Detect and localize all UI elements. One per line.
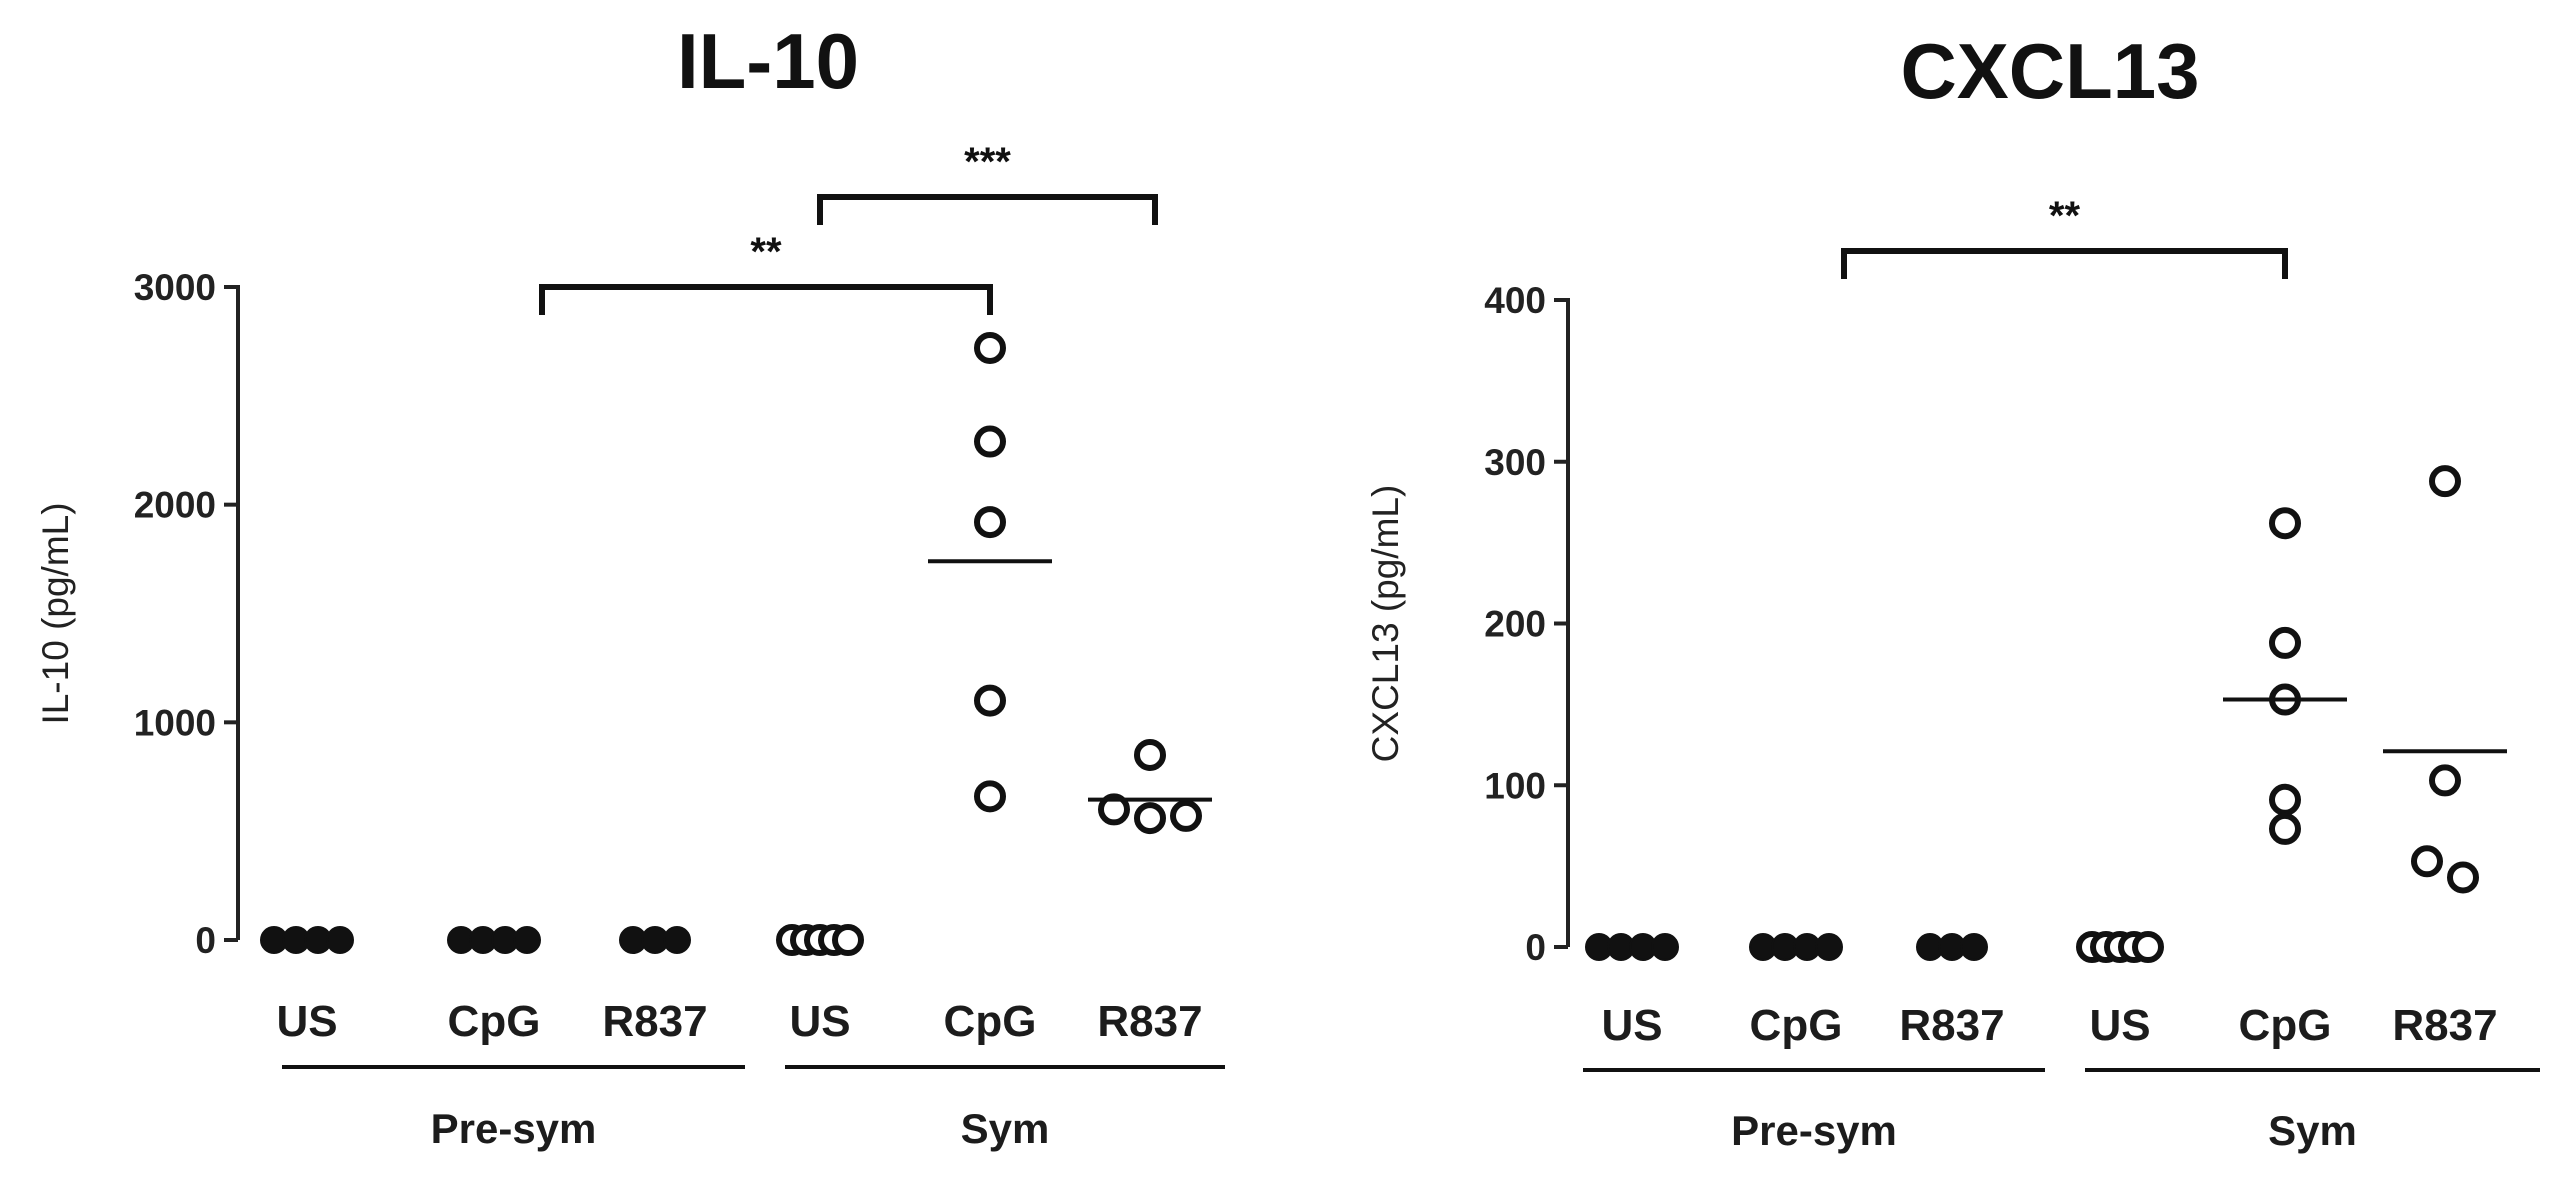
y-tick-label: 100 [1484, 765, 1546, 806]
data-point [832, 924, 864, 956]
y-tick-label: 400 [1484, 280, 1546, 321]
data-point [2269, 783, 2301, 816]
data-point [1134, 738, 1166, 771]
data-point [1815, 933, 1843, 961]
significance-label: ** [750, 230, 782, 274]
group-label: Sym [2268, 1107, 2357, 1154]
category-label: US [1601, 1001, 1662, 1050]
category-label: US [789, 997, 850, 1046]
chart-title: IL-10 [677, 17, 859, 105]
data-point [974, 684, 1006, 717]
data-point [1134, 802, 1166, 835]
significance-label: ** [2049, 194, 2081, 238]
group-label: Sym [961, 1105, 1050, 1152]
y-tick-label: 2000 [134, 485, 216, 526]
data-point [513, 926, 541, 954]
category-label: R837 [2392, 1001, 2497, 1050]
category-label: R837 [602, 997, 707, 1046]
category-label: CpG [1750, 1001, 1843, 1050]
data-point [326, 926, 354, 954]
category-label: CpG [2239, 1001, 2332, 1050]
data-point [974, 780, 1006, 813]
data-point [974, 506, 1006, 539]
il10-panel: IL-10 0 1000 2000 3000 IL-10 (pg/mL) US CpG R837… [35, 17, 1225, 1152]
data-point [2269, 812, 2301, 845]
chart-title: CXCL13 [1900, 27, 2199, 115]
group-label: Pre-sym [1731, 1107, 1897, 1154]
y-tick-label: 200 [1484, 604, 1546, 645]
y-tick-label: 300 [1484, 442, 1546, 483]
data-point [2269, 626, 2301, 659]
data-point [974, 425, 1006, 458]
category-label: US [276, 997, 337, 1046]
data-point [2429, 764, 2461, 797]
category-label: CpG [448, 997, 541, 1046]
data-point [2447, 861, 2479, 894]
data-point [1651, 933, 1679, 961]
data-point [1960, 933, 1988, 961]
significance-bracket [817, 194, 1158, 225]
significance-bracket [1841, 248, 2288, 279]
significance-bracket [539, 284, 993, 315]
y-axis-label: CXCL13 (pg/mL) [1365, 485, 1406, 763]
data-point [974, 331, 1006, 364]
y-tick-label: 1000 [134, 702, 216, 743]
data-point [1170, 799, 1202, 832]
data-point [2269, 507, 2301, 540]
group-label: Pre-sym [431, 1105, 597, 1152]
data-point [663, 926, 691, 954]
cxcl13-panel: CXCL13 0 100 200 300 400 CXCL13 (pg/mL) US CpG R8… [1365, 27, 2540, 1154]
category-label: R837 [1899, 1001, 2004, 1050]
category-label: US [2089, 1001, 2150, 1050]
category-label: CpG [944, 997, 1037, 1046]
significance-label: *** [964, 140, 1011, 184]
data-point [2429, 465, 2461, 498]
data-point [2132, 931, 2164, 963]
y-tick-label: 0 [195, 920, 216, 961]
data-point [1098, 793, 1130, 826]
category-label: R837 [1097, 997, 1202, 1046]
y-tick-label: 3000 [134, 267, 216, 308]
data-point [2411, 845, 2443, 878]
y-axis-label: IL-10 (pg/mL) [35, 502, 76, 724]
y-tick-label: 0 [1525, 927, 1546, 968]
